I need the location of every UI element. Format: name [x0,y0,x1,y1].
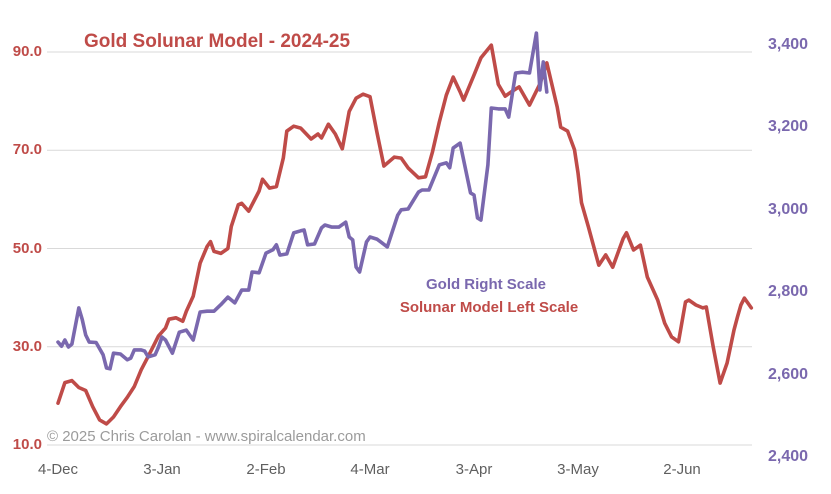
left-axis-label: 90.0 [12,43,42,60]
copyright-text: © 2025 Chris Carolan - www.spiralcalenda… [47,428,366,445]
x-axis-label: 3-May [557,461,599,478]
right-axis-label: 2,400 [768,448,809,465]
x-axis-label: 3-Apr [455,461,493,478]
series-solunar-model-line [56,43,754,426]
right-axis-label: 2,600 [768,365,809,383]
x-axis-label: 2-Jun [663,461,701,478]
left-axis-label: 50.0 [12,239,42,257]
right-axis-label: 2,800 [768,283,809,301]
left-axis-label: 70.0 [12,141,42,159]
legend-solunar-left-scale: Solunar Model Left Scale [399,299,579,316]
x-axis-label: 4-Dec [37,461,78,478]
left-axis-label: 30.0 [12,337,42,355]
left-axis-label: 10.0 [12,436,42,453]
x-axis-label: 4-Mar [350,461,390,478]
x-axis-label: 3-Jan [143,461,181,478]
right-axis-label: 3,000 [768,200,809,218]
series-gold-line [56,31,549,371]
right-axis-label: 3,400 [768,36,809,53]
legend-gold-right-scale: Gold Right Scale [425,276,546,293]
x-axis-label: 2-Feb [246,461,286,478]
chart-title: Gold Solunar Model - 2024-25 [84,31,351,52]
right-axis-label: 3,200 [768,118,809,136]
